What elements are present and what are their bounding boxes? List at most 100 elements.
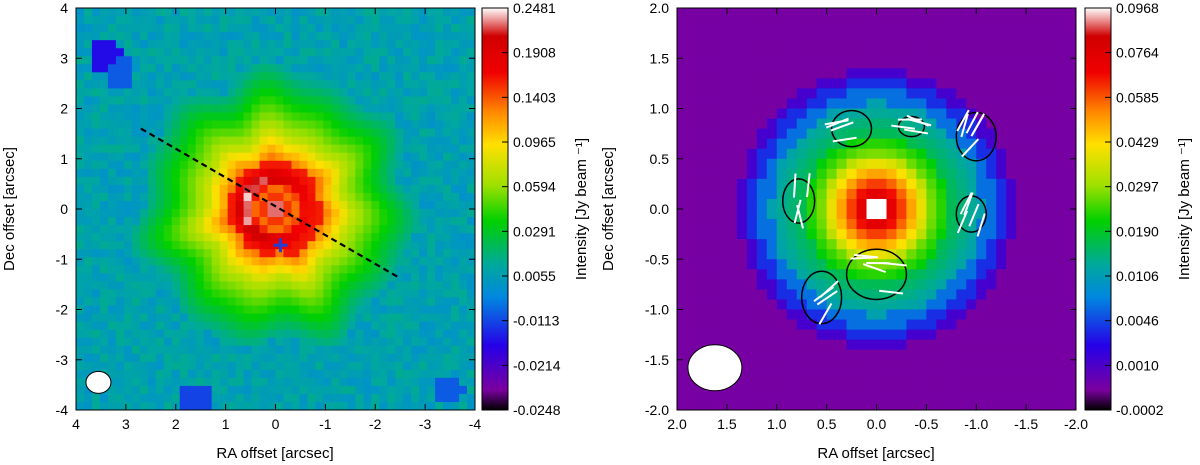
heatmap-cell (339, 313, 348, 323)
heatmap-cell (387, 120, 396, 130)
heatmap-cell (467, 64, 475, 73)
heatmap-cell (856, 28, 868, 39)
heatmap-cell (736, 68, 748, 79)
heatmap-cell (395, 40, 404, 49)
heatmap-cell (677, 389, 688, 401)
heatmap-cell (99, 361, 109, 371)
heatmap-cell (1066, 359, 1076, 371)
heatmap-cell (251, 136, 261, 146)
heatmap-cell (139, 176, 149, 186)
heatmap-cell (211, 88, 221, 98)
heatmap-cell (435, 168, 444, 178)
heatmap-cell (716, 259, 728, 270)
heatmap-cell (355, 273, 364, 282)
heatmap-cell (876, 78, 888, 89)
heatmap-cell (123, 281, 133, 290)
heatmap-cell (395, 217, 404, 226)
heatmap-cell (1016, 329, 1027, 341)
heatmap-cell (187, 233, 197, 242)
heatmap-cell (419, 209, 428, 218)
heatmap-cell (746, 259, 758, 270)
heatmap-cell (756, 158, 768, 170)
heatmap-cell (203, 184, 213, 194)
heatmap-cell (726, 249, 738, 260)
heatmap-cell (235, 345, 245, 355)
heatmap-cell (876, 148, 888, 160)
heatmap-cell (179, 377, 189, 387)
heatmap-cell (211, 241, 221, 250)
heatmap-cell (686, 28, 698, 39)
heatmap-cell (916, 68, 927, 79)
heatmap-cell (259, 120, 269, 130)
heatmap-cell (211, 225, 221, 234)
heatmap-cell (259, 128, 269, 138)
heatmap-cell (776, 198, 788, 210)
heatmap-cell (896, 339, 908, 351)
heatmap-cell (211, 80, 221, 89)
heatmap-cell (726, 329, 738, 341)
heatmap-cell (966, 349, 977, 361)
heatmap-cell (123, 80, 133, 89)
heatmap-cell (307, 184, 316, 194)
heatmap-cell (451, 345, 460, 355)
heatmap-cell (227, 273, 237, 282)
heatmap-cell (816, 259, 828, 270)
heatmap-cell (171, 112, 181, 122)
heatmap-cell (347, 48, 356, 57)
heatmap-cell (123, 257, 133, 266)
heatmap-cell (846, 359, 858, 371)
heatmap-cell (179, 345, 189, 355)
heatmap-cell (387, 160, 396, 170)
heatmap-cell (1016, 198, 1027, 210)
heatmap-cell (355, 225, 364, 234)
y-tick-label: 0 (60, 201, 68, 217)
heatmap-cell (123, 225, 133, 234)
heatmap-cell (916, 58, 927, 69)
heatmap-cell (259, 289, 269, 299)
heatmap-cell (211, 128, 221, 138)
left-colorbar (481, 7, 509, 411)
heatmap-cell (736, 98, 748, 110)
heatmap-cell (355, 40, 364, 49)
heatmap-cell (686, 379, 698, 391)
heatmap-cell (686, 269, 698, 280)
heatmap-cell (147, 241, 157, 250)
heatmap-cell (227, 329, 237, 339)
heatmap-cell (107, 8, 117, 17)
heatmap-cell (139, 329, 149, 339)
heatmap-cell (451, 184, 460, 194)
heatmap-cell (1066, 259, 1076, 270)
heatmap-cell (826, 88, 838, 100)
heatmap-cell (846, 38, 858, 49)
heatmap-cell (846, 259, 858, 270)
heatmap-cell (996, 198, 1007, 210)
heatmap-cell (275, 168, 285, 178)
heatmap-cell (926, 88, 937, 100)
heatmap-cell (195, 233, 205, 242)
heatmap-cell (796, 198, 808, 210)
heatmap-cell (355, 361, 364, 371)
heatmap-cell (195, 337, 205, 347)
heatmap-cell (307, 401, 316, 410)
heatmap-cell (946, 8, 957, 19)
heatmap-cell (826, 359, 838, 371)
heatmap-cell (299, 225, 309, 234)
heatmap-cell (363, 225, 372, 234)
heatmap-cell (435, 369, 444, 379)
heatmap-cell (163, 32, 173, 41)
heatmap-cell (91, 120, 101, 130)
heatmap-cell (307, 152, 316, 162)
heatmap-cell (211, 369, 221, 379)
heatmap-cell (996, 219, 1007, 230)
heatmap-cell (243, 176, 253, 186)
heatmap-cell (856, 349, 868, 361)
heatmap-cell (936, 48, 947, 59)
heatmap-cell (876, 18, 888, 29)
heatmap-cell (115, 305, 125, 315)
polarization-vector (882, 261, 907, 267)
heatmap-cell (179, 32, 189, 41)
heatmap-cell (219, 281, 229, 290)
heatmap-cell (363, 88, 372, 98)
heatmap-cell (926, 289, 937, 301)
heatmap-cell (1016, 209, 1027, 220)
